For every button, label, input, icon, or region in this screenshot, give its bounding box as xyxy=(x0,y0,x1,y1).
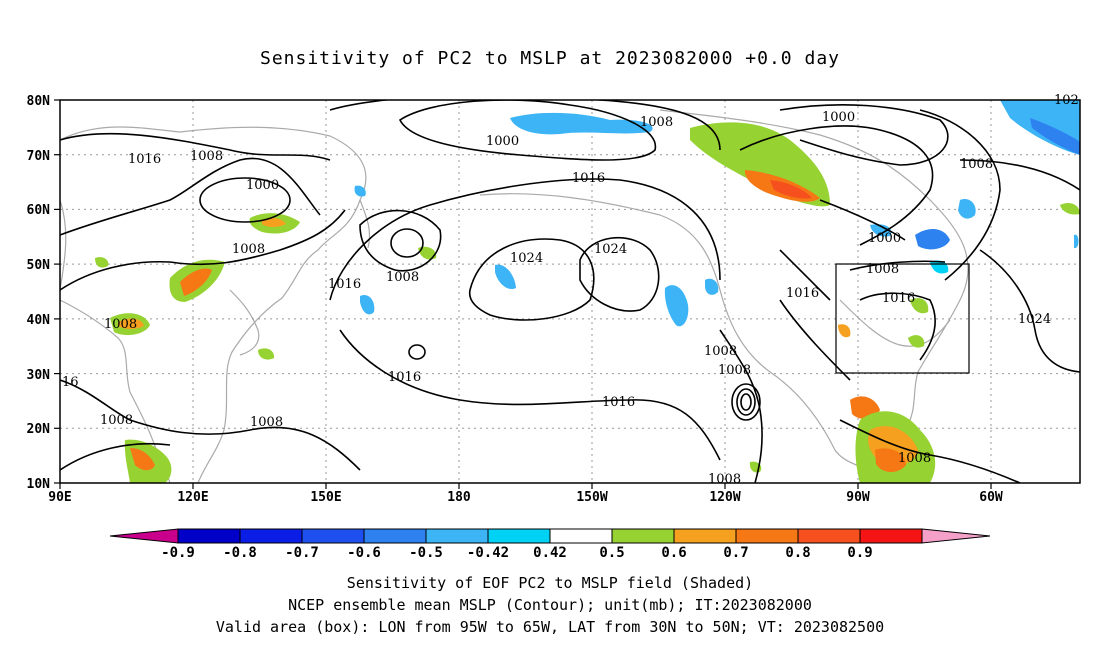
axis-ticks xyxy=(54,99,992,489)
colorbar-swatch xyxy=(487,528,551,544)
contour-label: 1008 xyxy=(718,363,751,378)
colorbar-labels: -0.9 -0.8 -0.7 -0.6 -0.5 -0.42 0.42 0.5 0.6 0.7 0.… xyxy=(161,545,873,561)
caption-shading: Sensitivity of EOF PC2 to MSLP field (Sh… xyxy=(346,574,754,592)
colorbar-tick-label: 0.6 xyxy=(661,545,686,561)
colorbar-max-arrow xyxy=(921,528,991,544)
colorbar-min-arrow xyxy=(109,528,179,544)
contour-label: 1008 xyxy=(960,157,993,172)
lat-label: 50N xyxy=(27,258,51,273)
lat-label: 20N xyxy=(27,422,51,437)
lon-label: 150W xyxy=(576,490,607,505)
colorbar-swatch xyxy=(363,528,427,544)
colorbar-swatch xyxy=(611,528,675,544)
contour-label: 1016 xyxy=(328,277,361,292)
colorbar-tick-label: 0.42 xyxy=(533,545,567,561)
contour-label: 1016 xyxy=(572,171,605,186)
lon-label: 60W xyxy=(979,490,1003,505)
map-frame xyxy=(59,99,1081,484)
lat-labels: 80N 70N 60N 50N 40N 30N 20N 10N xyxy=(27,94,51,492)
lat-label: 70N xyxy=(27,149,51,164)
contour-label: 1024 xyxy=(510,251,543,266)
sensitivity-map: 1016 1008 1000 1008 1000 1008 1016 1000 … xyxy=(27,93,1081,561)
contour-label: 1016 xyxy=(388,370,421,385)
contour-label: 1024 xyxy=(594,242,627,257)
colorbar-swatch xyxy=(301,528,365,544)
caption-block: Sensitivity of EOF PC2 to MSLP field (Sh… xyxy=(0,572,1100,638)
sensitivity-shading xyxy=(95,100,1080,483)
colorbar-tick-label: -0.42 xyxy=(467,545,509,561)
colorbar-tick-label: -0.8 xyxy=(223,545,257,561)
valid-area-box xyxy=(835,263,970,374)
lon-labels: 90E 120E 150E 180 150W 120W 90W 60W xyxy=(48,490,1003,505)
colorbar-tick-label: -0.6 xyxy=(347,545,381,561)
colorbar-tick-label: -0.9 xyxy=(161,545,195,561)
lon-label: 180 xyxy=(447,490,471,505)
contour-label: 1008 xyxy=(190,149,223,164)
colorbar-swatch xyxy=(549,528,613,544)
colorbar-swatch xyxy=(425,528,489,544)
lon-label: 150E xyxy=(310,490,341,505)
contour-label: 1008 xyxy=(232,242,265,257)
contour-label: 1016 xyxy=(602,395,635,410)
map-title: Sensitivity of PC2 to MSLP at 2023082000… xyxy=(259,48,840,69)
contour-label: 1008 xyxy=(250,415,283,430)
colorbar-tick-label: 0.9 xyxy=(847,545,872,561)
graticule xyxy=(60,100,1080,483)
lat-label: 40N xyxy=(27,313,51,328)
contour-label: 1016 xyxy=(128,152,161,167)
lon-label: 90W xyxy=(846,490,870,505)
lat-label: 60N xyxy=(27,203,51,218)
lon-label: 120E xyxy=(177,490,208,505)
colorbar xyxy=(109,528,991,544)
contour-label: 1000 xyxy=(822,110,855,125)
colorbar-tick-label: 0.7 xyxy=(723,545,748,561)
colorbar-tick-label: -0.7 xyxy=(285,545,319,561)
caption-contour: NCEP ensemble mean MSLP (Contour); unit(… xyxy=(288,596,812,614)
contour-label: 1008 xyxy=(704,344,737,359)
lon-label: 90E xyxy=(48,490,71,505)
colorbar-swatch xyxy=(859,528,923,544)
contour-label: 1008 xyxy=(866,262,899,277)
contour-label: 1024 xyxy=(1018,312,1051,327)
contour-label: 1008 xyxy=(386,270,419,285)
contour-label: 1008 xyxy=(640,115,673,130)
contour-label: 1016 xyxy=(786,286,819,301)
coastlines xyxy=(60,109,969,483)
contour-label: 1008 xyxy=(100,413,133,428)
caption-valid-area: Valid area (box): LON from 95W to 65W, L… xyxy=(215,618,885,636)
contour-label: 1008 xyxy=(104,317,137,332)
colorbar-swatch xyxy=(735,528,799,544)
lon-label: 120W xyxy=(709,490,740,505)
contour-label: 16 xyxy=(62,375,79,390)
contour-label-layer: 1016 1008 1000 1008 1000 1008 1016 1000 … xyxy=(62,93,1079,487)
contour-label: 1008 xyxy=(898,451,931,466)
lat-label: 80N xyxy=(27,94,51,109)
contour-label: 1000 xyxy=(246,178,279,193)
colorbar-tick-label: 0.5 xyxy=(599,545,624,561)
contour-label: 1000 xyxy=(486,134,519,149)
colorbar-swatch xyxy=(239,528,303,544)
colorbar-swatch xyxy=(797,528,861,544)
lat-label: 30N xyxy=(27,368,51,383)
colorbar-tick-label: -0.5 xyxy=(409,545,443,561)
lat-label: 10N xyxy=(27,477,51,492)
contour-label: 1016 xyxy=(882,291,915,306)
colorbar-tick-label: 0.8 xyxy=(785,545,810,561)
colorbar-swatch xyxy=(673,528,737,544)
colorbar-swatch xyxy=(177,528,241,544)
contour-label: 1000 xyxy=(868,231,901,246)
